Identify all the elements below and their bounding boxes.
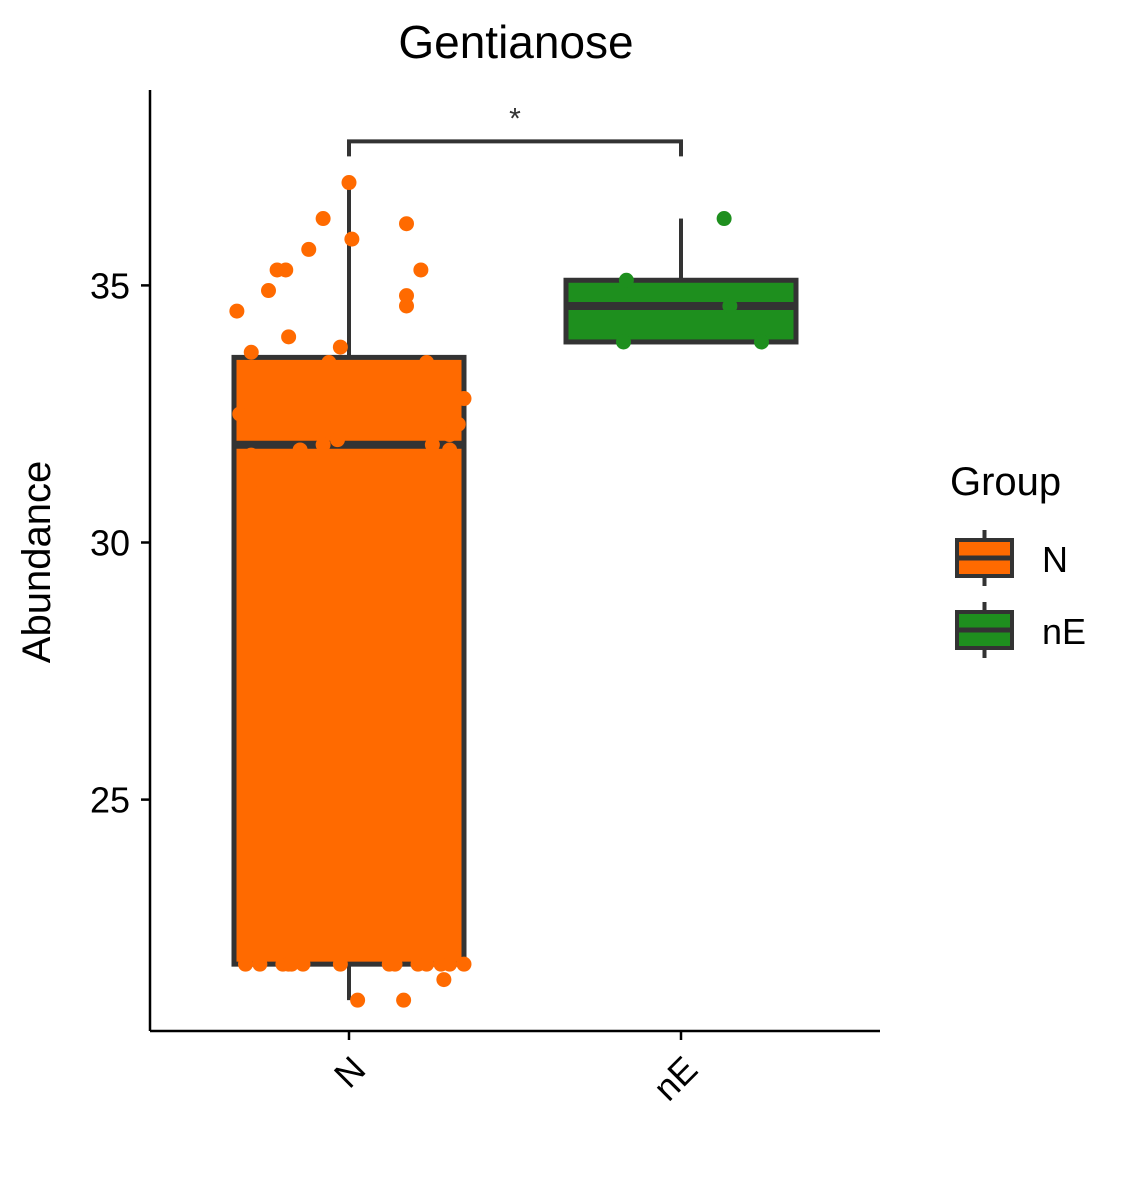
points-layer [229, 175, 769, 1008]
point-n [436, 972, 452, 988]
legend-label-n: N [1042, 539, 1068, 580]
point-n [284, 956, 299, 972]
y-tick-label: 35 [90, 265, 130, 306]
point-n [321, 355, 337, 371]
point-n [243, 447, 259, 463]
point-n [295, 956, 311, 972]
point-n [330, 432, 345, 448]
y-axis-title: Abundance [15, 461, 59, 663]
plot-area: * 25 30 35 N nE [90, 90, 880, 1108]
point-n [243, 473, 259, 489]
box-n [231, 354, 467, 967]
point-n [456, 956, 472, 972]
significance-bracket [347, 139, 683, 157]
point-ne [754, 334, 769, 350]
point-ne [616, 334, 631, 350]
point-n [419, 956, 435, 972]
legend: Group NnE [950, 460, 1086, 658]
point-n [350, 992, 366, 1008]
y-tick-label: 25 [90, 780, 130, 821]
point-n [396, 992, 412, 1008]
box-ne [563, 277, 799, 345]
point-n [232, 406, 248, 422]
point-n [243, 344, 259, 360]
point-ne [716, 211, 732, 227]
point-n [399, 216, 414, 232]
point-n [281, 329, 297, 345]
point-n [315, 211, 331, 227]
point-n [238, 956, 253, 972]
x-tick-label: nE [645, 1048, 705, 1108]
axes-layer: 25 30 35 N nE [90, 90, 880, 1108]
point-n [399, 298, 414, 314]
point-n [413, 262, 429, 278]
point-n [301, 241, 317, 257]
point-n [419, 355, 435, 371]
point-n [456, 391, 472, 407]
point-n [445, 529, 460, 545]
point-n [292, 442, 308, 458]
point-n [399, 288, 414, 304]
point-n [332, 339, 348, 355]
point-n [332, 956, 348, 972]
point-ne [722, 298, 738, 314]
annotations-layer: * [347, 102, 683, 157]
point-n [229, 303, 245, 319]
legend-items: NnE [955, 530, 1086, 658]
legend-title: Group [950, 460, 1061, 504]
point-n [261, 283, 276, 299]
point-n [442, 427, 458, 443]
point-n [252, 956, 268, 972]
x-tick-label: N [326, 1048, 373, 1095]
point-n [442, 442, 458, 458]
point-n [424, 437, 440, 453]
point-n [387, 956, 403, 972]
point-ne [618, 272, 634, 288]
point-n [341, 175, 357, 191]
point-n [450, 416, 466, 432]
point-n [442, 956, 458, 972]
point-n [344, 231, 360, 247]
legend-label-ne: nE [1042, 611, 1086, 652]
point-n [278, 262, 294, 278]
boxes-layer [231, 182, 799, 1001]
chart-title: Gentianose [398, 16, 633, 68]
point-n [315, 437, 331, 453]
y-tick-label: 30 [90, 523, 130, 564]
significance-label: * [509, 102, 521, 135]
